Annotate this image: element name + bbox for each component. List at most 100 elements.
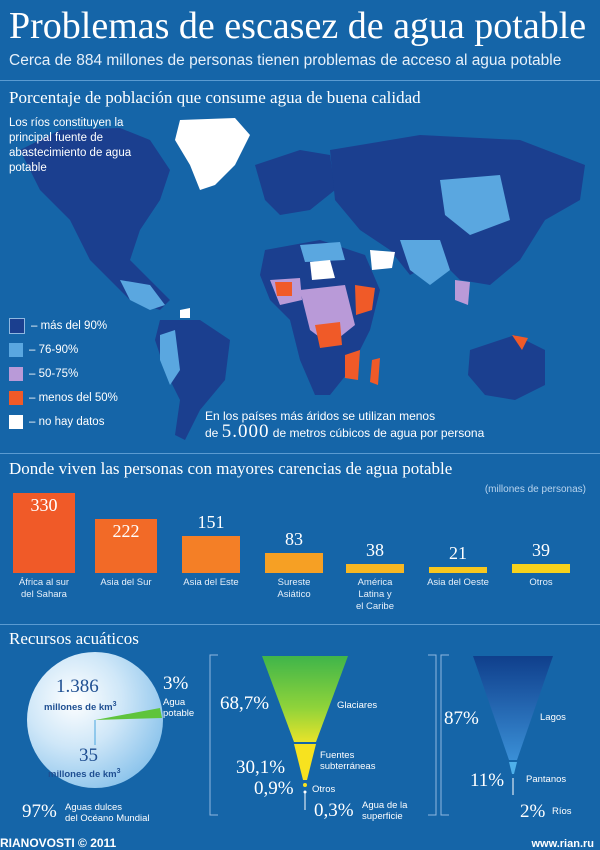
map-europe — [255, 150, 335, 215]
legend-swatch — [9, 367, 23, 381]
bar — [182, 536, 240, 573]
potable-pct: 3% — [163, 673, 189, 694]
sw-rivers-label: Ríos — [552, 806, 572, 817]
funnel-glaciers — [262, 656, 348, 742]
arid-pre: de — [205, 426, 219, 440]
freshwater-funnel — [209, 654, 437, 816]
legend-swatch — [9, 391, 23, 405]
bar-value-label: 330 — [30, 495, 58, 515]
bar — [13, 493, 75, 573]
fw-ground-label: Fuentes subterráneas — [320, 750, 376, 772]
map-ethiopia — [355, 285, 375, 315]
globe-graphic — [27, 652, 163, 788]
fw-surface-label: Agua de la superficie — [362, 800, 408, 822]
bar-category-line: del Sahara — [21, 589, 67, 600]
bar-category-label: Otros — [501, 577, 581, 589]
bar-category-label: América Latina y el Caribe — [335, 577, 415, 613]
bar-category-label: Sureste Asiático — [254, 577, 334, 601]
globe-fresh-unit: millones de km3 — [48, 766, 121, 780]
legend-label: – menos del 50% — [29, 392, 118, 404]
arid-line-2: de 5.000 de metros cúbicos de agua por p… — [205, 421, 485, 442]
bar-category-line: el Caribe — [355, 601, 395, 612]
map-southeast-asia — [455, 280, 470, 305]
legend-label: – no hay datos — [29, 416, 105, 428]
bar-category-line: Asia del Sur — [100, 577, 152, 588]
globe-total-unit-text: millones de km — [44, 702, 113, 714]
bar-category-line: África al sur — [18, 577, 70, 588]
fw-ground-pct: 30,1% — [236, 757, 286, 778]
ocean-label-1: Aguas dulces — [65, 802, 123, 813]
legend-item: – menos del 50% — [9, 386, 118, 410]
bar-category-line: Latina y — [358, 589, 392, 600]
fw-surface-pct: 0,3% — [314, 800, 354, 821]
divider — [0, 624, 600, 625]
legend-item: – más del 90% — [9, 314, 118, 338]
legend-label: – 76-90% — [29, 344, 79, 356]
bracket-left-2 — [440, 654, 449, 816]
globe-total-unit: millones de km3 — [44, 699, 117, 713]
bar-value-label: 151 — [197, 512, 225, 533]
globe-fresh-value: 35 — [79, 745, 98, 766]
ocean-label: Aguas dulces del Océano Mundial — [65, 802, 150, 824]
brand-logo: RIANOVOSTI — [0, 836, 75, 850]
bar-value-label: 39 — [532, 539, 550, 560]
bar — [95, 519, 157, 573]
bar-value-label: 38 — [366, 539, 384, 560]
bar-value-label: 21 — [449, 543, 467, 563]
bar-category-line: América — [357, 577, 393, 588]
bar — [512, 563, 570, 573]
map-no-data-sahara — [310, 260, 335, 280]
bar-category-line: Sureste — [277, 577, 311, 588]
bar-category-label: Asia del Este — [171, 577, 251, 589]
arid-note: En los países más áridos se utilizan men… — [205, 408, 484, 441]
map-png — [512, 335, 528, 350]
funnel-other — [303, 783, 307, 787]
arid-number: 5.000 — [221, 421, 270, 442]
bar-category-label: Asia del Oeste — [418, 577, 498, 589]
map-greenland — [175, 118, 250, 190]
map-china — [440, 175, 510, 235]
bar — [429, 567, 487, 573]
map-heading: Porcentaje de población que consume agua… — [9, 88, 421, 107]
map-no-data-mideast — [370, 250, 395, 270]
potable-label-2: potable — [163, 708, 195, 719]
bar — [346, 563, 404, 573]
bar-value-label: 83 — [285, 528, 303, 549]
arid-line-1: En los países más áridos se utilizan men… — [205, 409, 436, 423]
bar-category-line: Asia del Oeste — [427, 577, 489, 588]
footer-url[interactable]: www.rian.ru — [531, 838, 594, 850]
globe-total-value: 1.386 — [56, 676, 99, 697]
divider — [0, 80, 600, 81]
map-sahel — [275, 282, 292, 296]
map-legend: – más del 90% – 76-90% – 50-75% – menos … — [9, 314, 118, 434]
arid-post: de metros cúbicos de agua por persona — [272, 426, 485, 440]
map-south-asia — [400, 240, 450, 285]
ocean-label-2: del Océano Mundial — [65, 813, 150, 824]
surface-funnel — [440, 654, 553, 816]
globe-fresh-unit-text: millones de km — [48, 769, 117, 781]
fw-other-pct: 0,9% — [254, 778, 294, 799]
legend-swatch — [9, 318, 25, 334]
potable-label: Agua potable — [163, 697, 194, 719]
map-note: Los ríos constituyen la principal fuente… — [9, 117, 132, 174]
chart-title: Donde viven las personas con mayores car… — [9, 459, 453, 478]
funnel-groundwater — [294, 744, 316, 780]
legend-item: – 76-90% — [9, 338, 118, 362]
copyright: © 2011 — [78, 836, 117, 850]
fw-glaciers-label: Glaciares — [337, 700, 378, 711]
resources-heading: Recursos acuáticos — [9, 629, 139, 648]
legend-swatch — [9, 415, 23, 429]
page-subtitle: Cerca de 884 millones de personas tienen… — [9, 52, 562, 69]
bar-category-line: Otros — [529, 577, 553, 588]
sw-swamps-pct: 11% — [470, 770, 505, 791]
legend-label: – 50-75% — [29, 368, 79, 380]
page-title: Problemas de escasez de agua potable — [9, 5, 587, 47]
map-north-america — [20, 128, 170, 310]
surface-lakes — [473, 656, 553, 760]
sw-lakes-label: Lagos — [540, 712, 566, 723]
legend-label: – más del 90% — [31, 320, 108, 332]
sw-lakes-pct: 87% — [444, 708, 479, 729]
map-australia — [468, 335, 545, 400]
map-andes — [160, 330, 180, 385]
legend-item: – no hay datos — [9, 410, 118, 434]
